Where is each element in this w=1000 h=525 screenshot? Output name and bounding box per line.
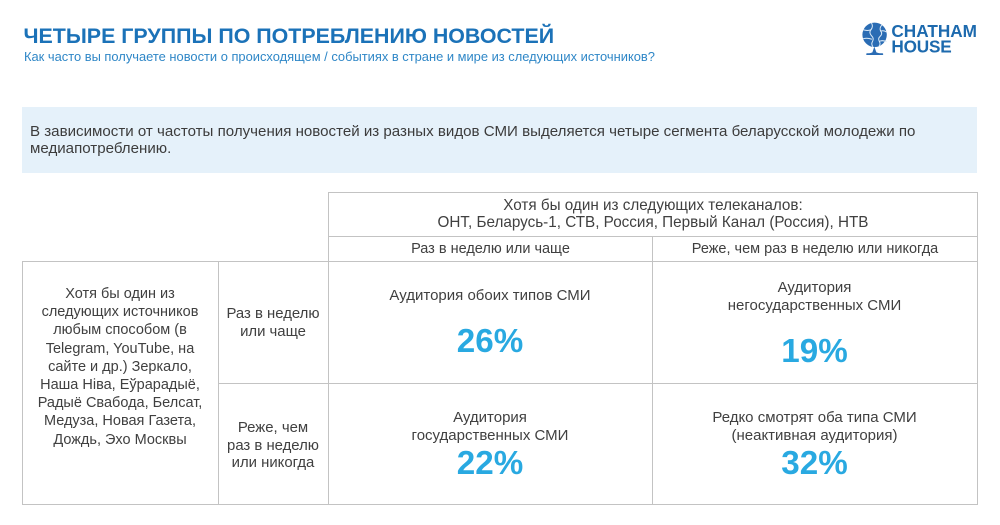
svg-text:HOUSE: HOUSE [891,37,951,57]
svg-text:CHATHAM: CHATHAM [891,21,977,41]
